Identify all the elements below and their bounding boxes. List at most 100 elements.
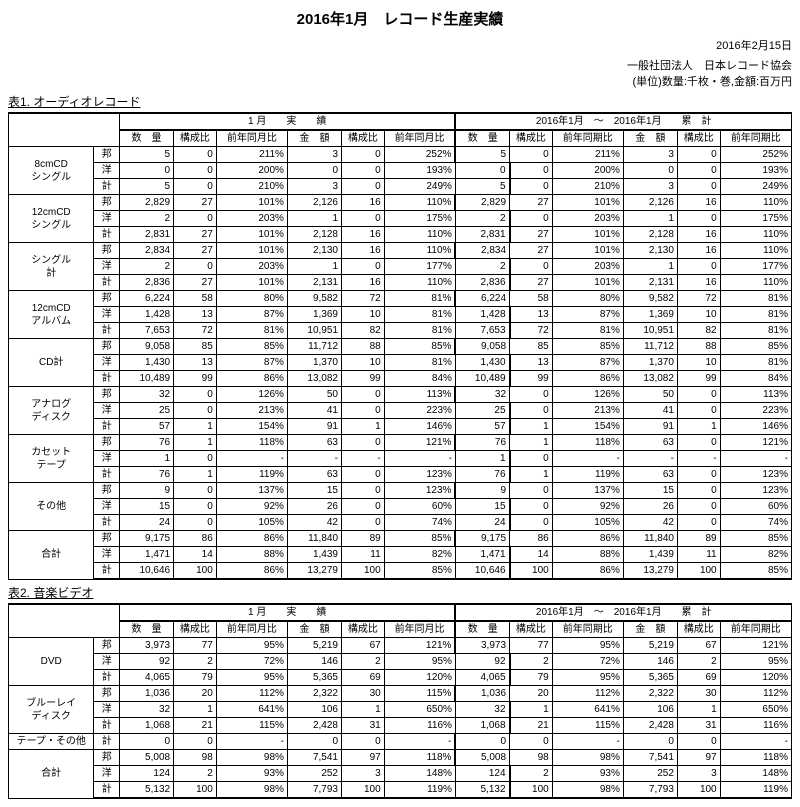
- group-label: その他: [9, 483, 94, 531]
- cell: 72%: [552, 654, 623, 670]
- cell: 60%: [384, 499, 455, 515]
- table-row: 計571154%911146%571154%911146%: [9, 419, 792, 435]
- row-label: 洋: [94, 451, 120, 467]
- cell: 21: [174, 718, 217, 734]
- cell: 86: [510, 531, 553, 547]
- row-label: 計: [94, 718, 120, 734]
- cell: 110%: [720, 227, 791, 243]
- row-label: 計: [94, 179, 120, 195]
- cell: 72: [174, 323, 217, 339]
- cell: 6,224: [455, 291, 509, 307]
- cell: 86%: [552, 371, 623, 387]
- cell: 1: [677, 702, 720, 718]
- cell: 1: [510, 702, 553, 718]
- cell: 0: [342, 403, 385, 419]
- cell: 175%: [384, 211, 455, 227]
- cell: 27: [174, 227, 217, 243]
- cell: 2: [120, 211, 174, 227]
- table-row: ブルーレイディスク邦1,03620112%2,32230115%1,036201…: [9, 686, 792, 702]
- cell: 32: [455, 702, 509, 718]
- cell: 9,058: [120, 339, 174, 355]
- cell: 58: [510, 291, 553, 307]
- cell: 10,646: [455, 563, 509, 580]
- cell: 91: [287, 419, 341, 435]
- cell: 15: [287, 483, 341, 499]
- table-row: 計4,0657995%5,36569120%4,0657995%5,365691…: [9, 670, 792, 686]
- cell: 4,065: [120, 670, 174, 686]
- cell: 0: [510, 403, 553, 419]
- cell: 80%: [216, 291, 287, 307]
- cell: 27: [510, 243, 553, 259]
- row-label: 邦: [94, 750, 120, 766]
- cell: 95%: [384, 654, 455, 670]
- cell: 82%: [384, 547, 455, 563]
- row-label: 邦: [94, 147, 120, 163]
- row-label: 計: [94, 515, 120, 531]
- cell: 0: [174, 451, 217, 467]
- cell: 0: [510, 483, 553, 499]
- cell: 69: [342, 670, 385, 686]
- cell: 650%: [720, 702, 791, 718]
- cell: 119%: [720, 782, 791, 799]
- cell: 0: [342, 211, 385, 227]
- cell: 116%: [720, 718, 791, 734]
- cell: 121%: [384, 638, 455, 654]
- cell: 5,365: [287, 670, 341, 686]
- row-label: 洋: [94, 547, 120, 563]
- cell: 0: [677, 387, 720, 403]
- row-label: 計: [94, 323, 120, 339]
- cell: 81%: [720, 291, 791, 307]
- cell: 11,840: [287, 531, 341, 547]
- cell: 85%: [384, 339, 455, 355]
- cell: 21: [510, 718, 553, 734]
- cell: 100: [174, 563, 217, 580]
- cell: 105%: [552, 515, 623, 531]
- cell: 16: [677, 195, 720, 211]
- cell: 2,131: [623, 275, 677, 291]
- cell: 81%: [720, 307, 791, 323]
- cell: 72%: [216, 654, 287, 670]
- cell: 0: [174, 515, 217, 531]
- cell: 115%: [384, 686, 455, 702]
- cell: 11: [677, 547, 720, 563]
- table2-label: 表2. 音楽ビデオ: [8, 584, 792, 601]
- cell: 9,175: [455, 531, 509, 547]
- group-label: アナログディスク: [9, 387, 94, 435]
- cell: 0: [510, 499, 553, 515]
- cell: 110%: [384, 227, 455, 243]
- cell: 203%: [216, 259, 287, 275]
- cell: 20: [510, 686, 553, 702]
- cell: 110%: [720, 275, 791, 291]
- cell: 42: [623, 515, 677, 531]
- cell: 110%: [384, 243, 455, 259]
- table-row: 洋1,4281387%1,3691081%1,4281387%1,3691081…: [9, 307, 792, 323]
- cell: 1: [174, 419, 217, 435]
- cell: 101%: [216, 195, 287, 211]
- cell: 1,471: [455, 547, 509, 563]
- row-label: 計: [94, 467, 120, 483]
- cell: 0: [455, 163, 509, 179]
- cell: 1: [174, 435, 217, 451]
- table2: 1 月 実 績2016年1月 ～ 2016年1月 累 計数 量構成比前年同月比金…: [8, 603, 792, 799]
- table-row: カセットテープ邦761118%630121%761118%630121%: [9, 435, 792, 451]
- cell: 0: [342, 499, 385, 515]
- row-label: 邦: [94, 339, 120, 355]
- cell: 85%: [552, 339, 623, 355]
- cell: 9: [120, 483, 174, 499]
- cell: 177%: [720, 259, 791, 275]
- cell: 5,132: [120, 782, 174, 799]
- table-row: 計240105%42074%240105%42074%: [9, 515, 792, 531]
- cell: 3: [623, 147, 677, 163]
- table-row: 12cmCDアルバム邦6,2245880%9,5827281%6,2245880…: [9, 291, 792, 307]
- cell: 16: [342, 275, 385, 291]
- cell: 0: [174, 179, 217, 195]
- cell: 118%: [552, 435, 623, 451]
- cell: -: [552, 451, 623, 467]
- cell: 86%: [552, 531, 623, 547]
- cell: 0: [342, 483, 385, 499]
- cell: 0: [342, 179, 385, 195]
- cell: 5: [455, 147, 509, 163]
- row-label: 邦: [94, 387, 120, 403]
- row-label: 洋: [94, 654, 120, 670]
- cell: 0: [342, 147, 385, 163]
